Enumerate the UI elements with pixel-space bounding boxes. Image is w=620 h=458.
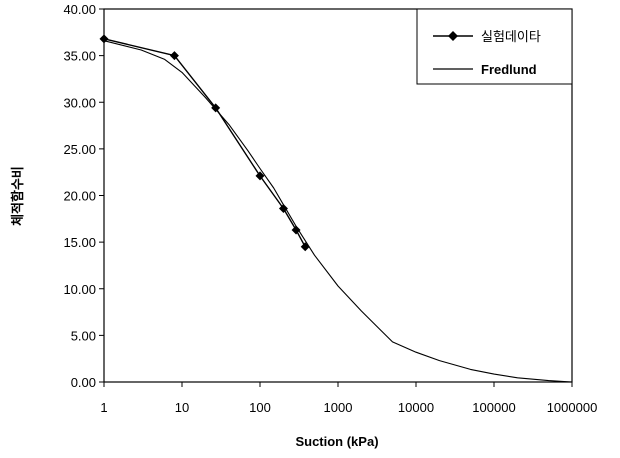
x-tick-label: 10000 <box>398 400 434 415</box>
y-tick-label: 35.00 <box>63 49 96 64</box>
x-tick-label: 10 <box>175 400 189 415</box>
y-tick-label: 0.00 <box>71 375 96 390</box>
y-tick-label: 15.00 <box>63 235 96 250</box>
x-axis: 1 10 100 1000 10000 100000 1000000 <box>100 382 597 415</box>
x-tick-label: 100 <box>249 400 271 415</box>
legend-box <box>416 8 573 85</box>
data-point <box>169 51 179 61</box>
y-tick-label: 10.00 <box>63 282 96 297</box>
legend-label-series-2: Fredlund <box>481 62 537 77</box>
y-tick-label: 5.00 <box>71 328 96 343</box>
y-tick-label: 30.00 <box>63 95 96 110</box>
x-tick-label: 1000000 <box>547 400 598 415</box>
legend-label-series-1: 실험데이타 <box>481 29 541 44</box>
legend-marker-series-1 <box>448 31 458 41</box>
y-axis-title: 체적함수비 <box>10 166 25 226</box>
series-layer <box>99 34 573 383</box>
y-axis: 0.00 5.00 10.00 15.00 20.00 25.00 30.00 35.00 40… <box>63 2 104 390</box>
y-tick-label: 25.00 <box>63 142 96 157</box>
y-tick-label: 40.00 <box>63 2 96 17</box>
series-line-2 <box>103 40 573 383</box>
x-tick-label: 100000 <box>472 400 515 415</box>
legend: 실험데이타 Fredlund <box>416 8 573 85</box>
x-tick-label: 1 <box>100 400 107 415</box>
y-tick-label: 20.00 <box>63 189 96 204</box>
x-tick-label: 1000 <box>324 400 353 415</box>
data-point <box>291 225 301 235</box>
x-axis-title: Suction (kPa) <box>295 434 378 449</box>
data-point <box>255 171 265 181</box>
data-point <box>211 103 221 113</box>
data-point <box>278 204 288 214</box>
